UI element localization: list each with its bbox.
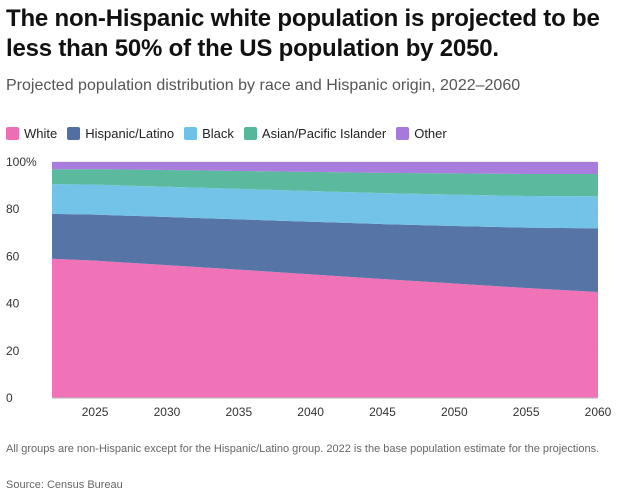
y-tick-label-40: 40 — [6, 297, 20, 311]
x-tick-label-2035: 2035 — [225, 405, 252, 419]
legend-item-black: Black — [184, 126, 234, 141]
x-tick-label-2040: 2040 — [297, 405, 324, 419]
legend-label-asian-pacific-islander: Asian/Pacific Islander — [261, 125, 387, 141]
area-asian-pacific-islander — [52, 169, 598, 197]
y-tick-label-20: 20 — [6, 344, 20, 358]
legend-label-black: Black — [202, 125, 234, 141]
area-black — [52, 184, 598, 229]
legend-swatch-hispanic-latino — [67, 126, 81, 140]
legend-swatch-black — [184, 126, 198, 140]
legend-item-white: White — [6, 126, 57, 141]
legend-swatch-other — [396, 126, 410, 140]
legend-item-other: Other — [396, 126, 447, 141]
area-white — [52, 258, 598, 398]
legend-item-hispanic-latino: Hispanic/Latino — [67, 126, 174, 141]
footnote: All groups are non-Hispanic except for t… — [6, 443, 600, 455]
chart-title: The non-Hispanic white population is pro… — [6, 5, 600, 62]
legend-swatch-asian-pacific-islander — [243, 126, 257, 140]
y-tick-label-80: 80 — [6, 202, 20, 216]
legend-item-asian-pacific-islander: Asian/Pacific Islander — [243, 125, 387, 141]
chart-subtitle: Projected population distribution by rac… — [6, 77, 521, 94]
source-note: Source: Census Bureau — [6, 479, 123, 491]
x-tick-label-2045: 2045 — [369, 405, 396, 419]
x-tick-label-2055: 2055 — [513, 405, 540, 419]
area-other — [52, 162, 598, 175]
y-tick-label-0: 0 — [6, 391, 13, 405]
x-tick-label-2050: 2050 — [441, 405, 468, 419]
y-tick-label-60: 60 — [6, 249, 20, 263]
legend-label-white: White — [24, 125, 58, 141]
x-tick-label-2030: 2030 — [154, 405, 181, 419]
legend: White Hispanic/Latino Black Asian/Pacifi… — [6, 125, 457, 141]
legend-label-other: Other — [414, 125, 447, 141]
x-tick-label-2060: 2060 — [585, 405, 612, 419]
legend-label-hispanic-latino: Hispanic/Latino — [85, 125, 175, 141]
x-tick-label-2025: 2025 — [82, 405, 109, 419]
legend-swatch-white — [6, 126, 19, 140]
y-tick-label-100: 100% — [6, 155, 37, 169]
area-hispanic-latino — [52, 213, 598, 293]
